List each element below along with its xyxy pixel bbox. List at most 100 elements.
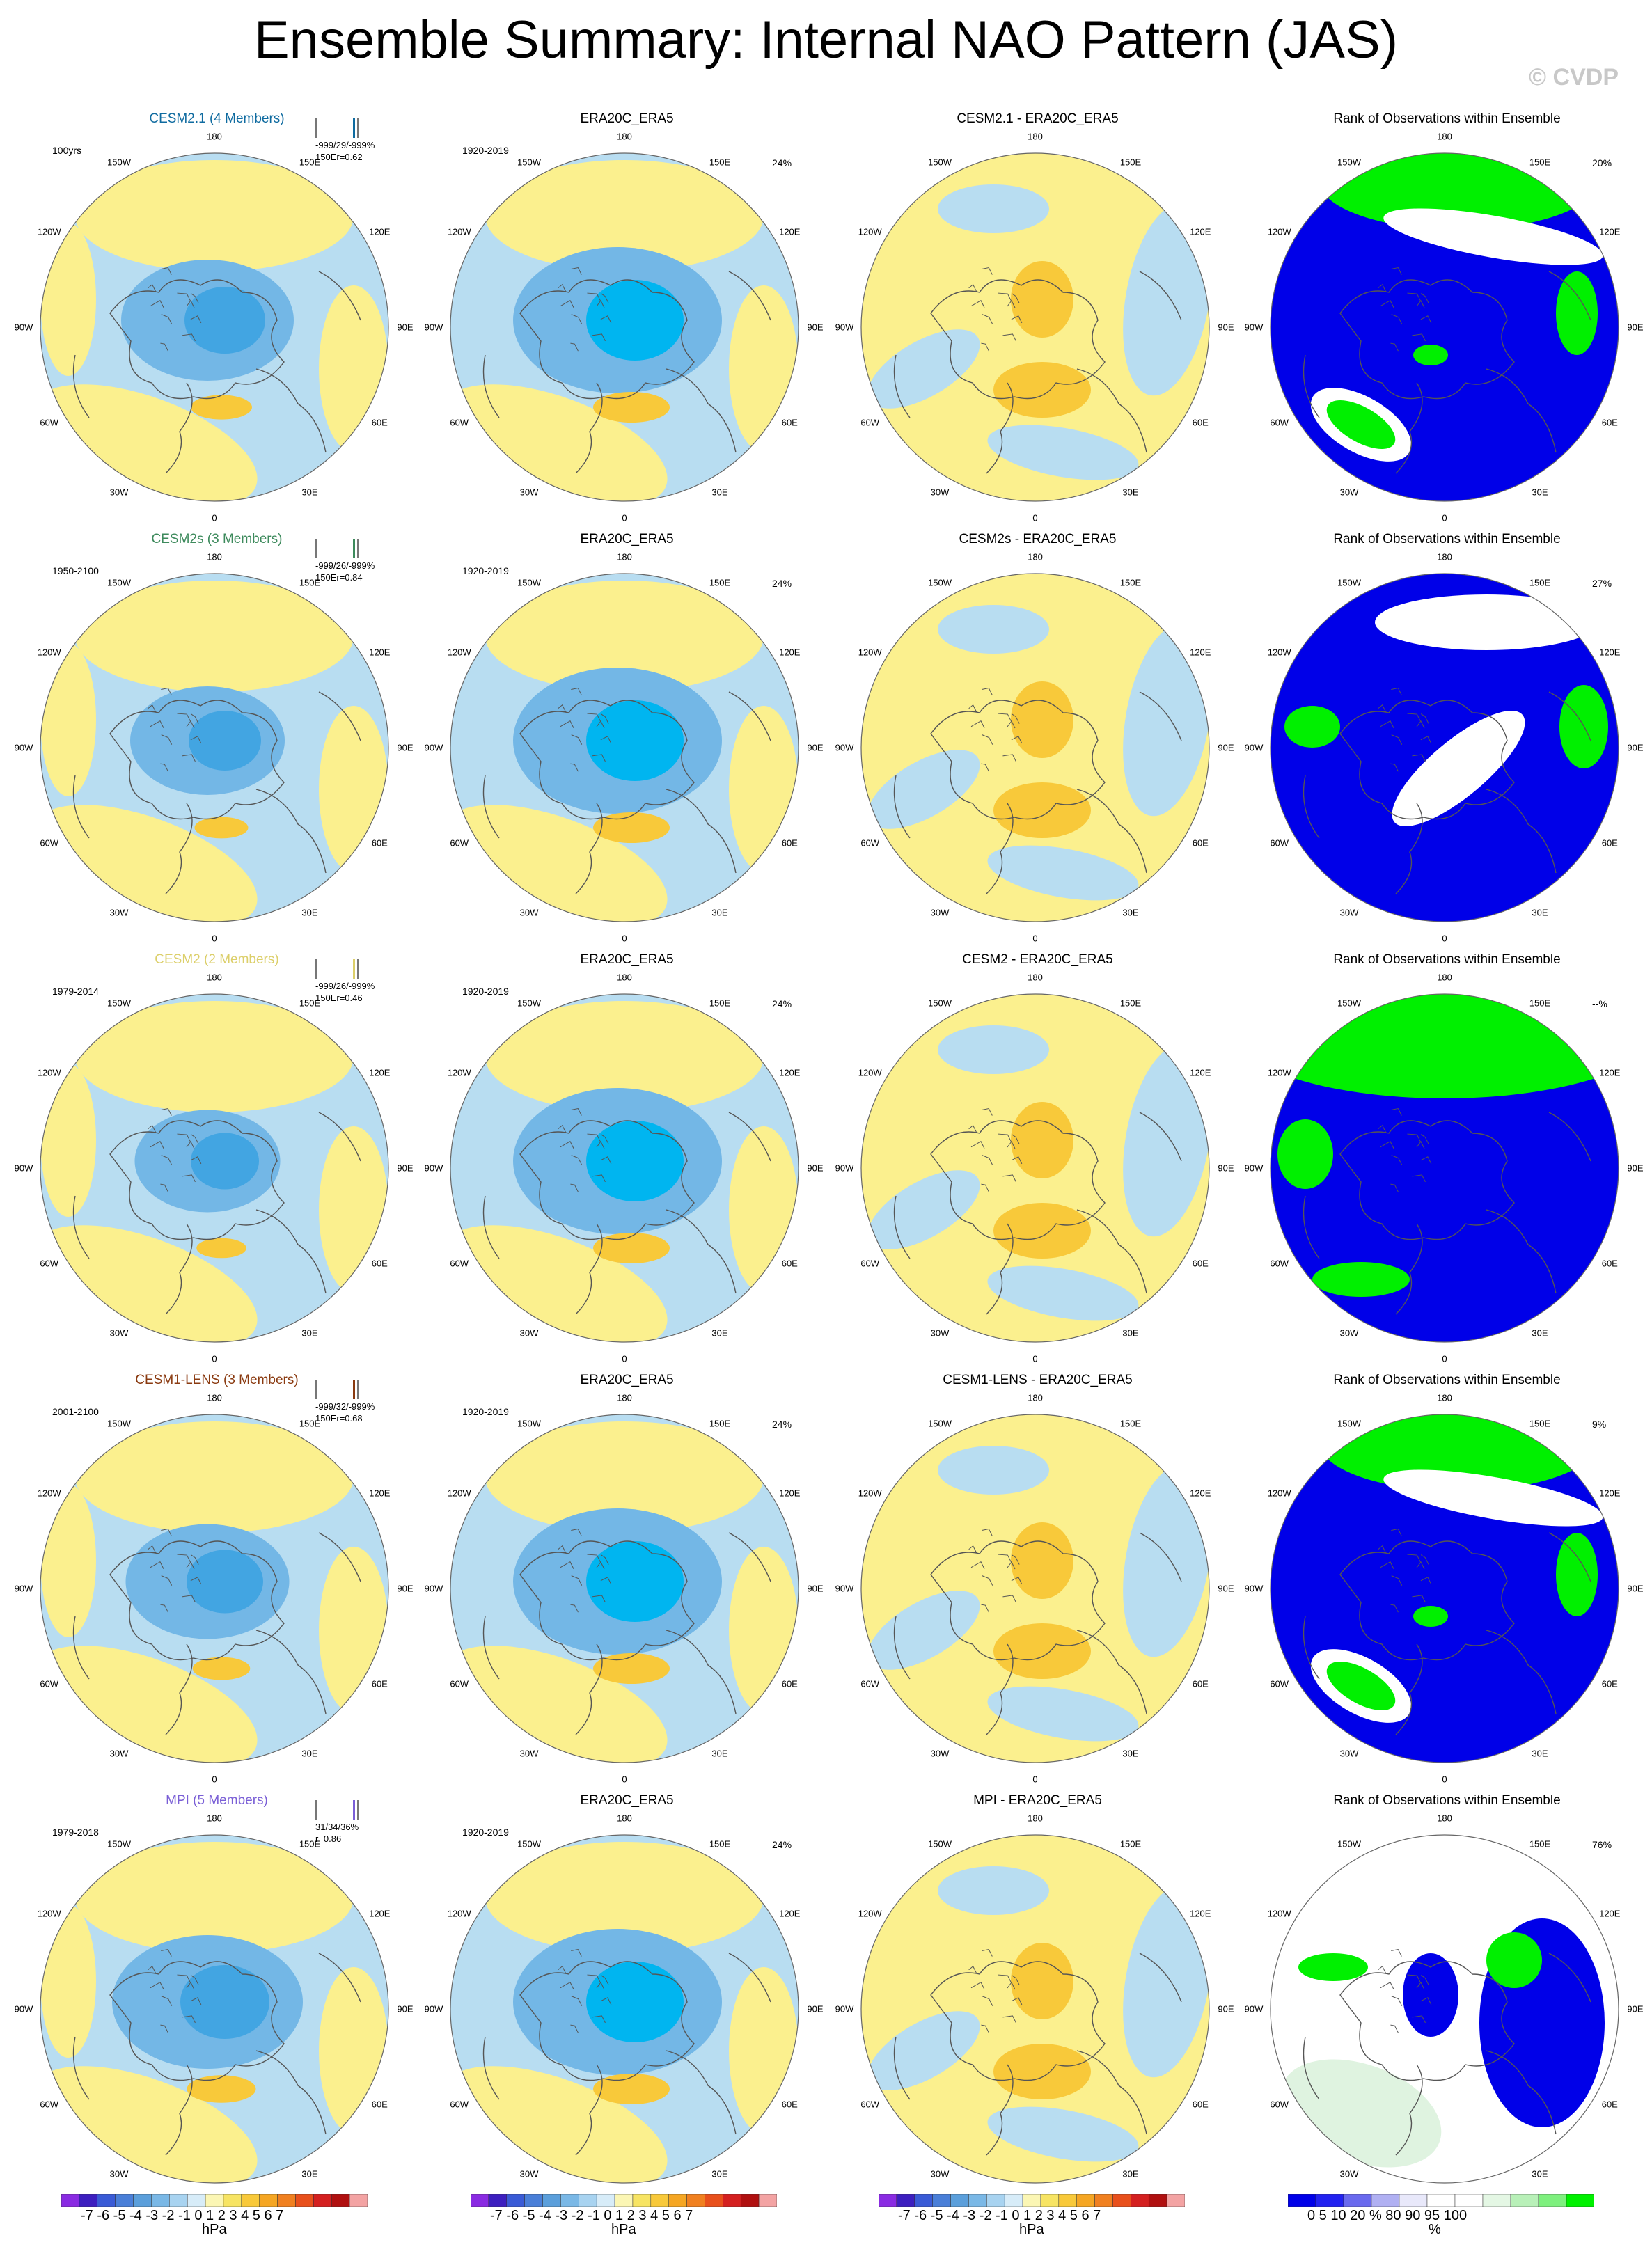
colorbar-swatch <box>1399 2193 1428 2207</box>
negative-anomaly-region <box>938 1446 1049 1495</box>
colorbar-swatch <box>169 2193 188 2207</box>
negative-anomaly-region <box>938 1866 1049 1915</box>
colorbar-swatch <box>241 2193 260 2207</box>
longitude-label: 30W <box>519 487 539 498</box>
island-outline <box>970 720 985 728</box>
longitude-label: 90W <box>835 742 854 753</box>
rank-region-high <box>1413 345 1448 365</box>
colorbar-swatch <box>1022 2193 1041 2207</box>
rank-region-high <box>1284 706 1340 748</box>
longitude-label: 30W <box>109 1748 129 1759</box>
observations-panel: ERA20C_ERA5 1920-2019 24% 180 150E 120E 90E 60E… <box>420 952 833 1370</box>
rank-percent: 9% <box>1592 1419 1607 1430</box>
island-outline <box>587 713 601 722</box>
ensemble-spread-tick <box>315 959 317 979</box>
difference-panel: MPI - ERA20C_ERA5180150E120E90E60E30E030… <box>831 1793 1244 2211</box>
island-outline <box>998 292 1012 301</box>
page-title: Ensemble Summary: Internal NAO Pattern (… <box>253 10 1399 70</box>
negative-anomaly-region <box>987 1265 1139 1321</box>
island-outline <box>1407 1974 1421 1983</box>
longitude-label: 120W <box>1267 1908 1291 1919</box>
rank-percent: 20% <box>1592 157 1612 168</box>
coastline <box>1303 691 1591 894</box>
longitude-label: 30W <box>930 487 950 498</box>
cvdp-watermark: © CVDP <box>1529 64 1619 90</box>
colorbar-swatch <box>686 2193 705 2207</box>
longitude-label: 120W <box>858 1908 882 1919</box>
longitude-label: 150E <box>1529 1418 1551 1429</box>
longitude-label: 0 <box>1032 512 1038 523</box>
longitude-label: 150E <box>1119 157 1142 168</box>
island-outline <box>570 342 579 352</box>
pattern-stats: -999/32/-999% 150Er=0.68 <box>315 1401 375 1424</box>
ensemble-spread-tick <box>357 539 359 558</box>
longitude-label: 120E <box>1599 1067 1621 1078</box>
island-outline <box>148 1124 157 1133</box>
positive-anomaly-center <box>993 362 1091 418</box>
island-outline <box>592 1595 606 1603</box>
observations-panel: ERA20C_ERA5 1920-2019 24% 180 150E 120E 90E 60E… <box>420 1793 833 2211</box>
island-outline <box>600 315 612 324</box>
island-outline <box>1407 1133 1421 1142</box>
island-outline <box>1380 720 1394 728</box>
longitude-label: 60E <box>1601 1258 1618 1269</box>
longitude-label: 90E <box>397 1162 414 1174</box>
negative-anomaly-region <box>1123 1884 1209 2078</box>
polar-map <box>860 573 1210 922</box>
positive-anomaly-region <box>40 2066 258 2183</box>
positive-anomaly-center <box>194 817 249 839</box>
coastline <box>1303 271 1591 474</box>
longitude-label: 120E <box>369 1908 391 1919</box>
rank-panel: Rank of Observations within Ensemble 27% 1… <box>1241 532 1652 949</box>
island-outline <box>1416 720 1425 729</box>
rank-region-mid <box>1375 594 1598 650</box>
longitude-label: 0 <box>1442 512 1447 523</box>
longitude-label: 150W <box>517 577 541 588</box>
longitude-label: 30W <box>519 2168 539 2179</box>
positive-anomaly-center <box>993 1203 1091 1259</box>
polar-map <box>450 993 799 1343</box>
colorbar-swatch <box>1040 2193 1060 2207</box>
panel-period: 1920-2019 <box>462 565 509 576</box>
colorbar_rank-colorbar-ticks: 0 5 10 20 % 80 90 95 100 <box>1307 2208 1468 2223</box>
island-outline <box>148 1965 157 1974</box>
panel-title: Rank of Observations within Ensemble <box>1333 1793 1561 1808</box>
rank-panel: Rank of Observations within Ensemble --% 1… <box>1241 952 1652 1370</box>
island-outline <box>571 734 583 745</box>
island-outline <box>982 1948 993 1957</box>
island-outline <box>587 1133 601 1142</box>
longitude-label: 30E <box>711 2168 728 2179</box>
longitude-label: 150E <box>299 157 321 168</box>
positive-anomaly-center <box>196 1238 246 1259</box>
longitude-label: 90W <box>835 1583 854 1594</box>
colorbar-swatch <box>1538 2193 1567 2207</box>
longitude-label: 120W <box>1267 647 1291 658</box>
longitude-label: 30E <box>1532 487 1548 498</box>
longitude-label: 60W <box>1270 2099 1289 2110</box>
colorbar-swatch <box>97 2193 116 2207</box>
positive-anomaly-region <box>75 160 354 271</box>
longitude-label: 90E <box>1627 1583 1644 1594</box>
ensemble-spread-tick <box>353 1800 355 1820</box>
island-outline <box>1002 333 1016 342</box>
negative-anomaly-region <box>938 1025 1049 1074</box>
longitude-label: 0 <box>1032 1353 1038 1364</box>
longitude-label: 30E <box>1122 1748 1139 1759</box>
polar-map <box>40 993 389 1343</box>
longitude-label: 30W <box>930 2168 950 2179</box>
island-outline <box>982 267 993 275</box>
longitude-label: 150W <box>928 998 952 1009</box>
stats-percentiles: -999/32/-999% <box>315 1401 375 1412</box>
positive-anomaly-region <box>40 1064 96 1217</box>
positive-anomaly-center <box>593 392 670 423</box>
positive-anomaly-region <box>485 581 764 692</box>
longitude-label: 180 <box>207 131 222 142</box>
island-outline <box>1002 1174 1016 1183</box>
longitude-label: 60W <box>860 1678 880 1689</box>
longitude-label: 90E <box>1627 322 1644 333</box>
longitude-label: 30W <box>519 1748 539 1759</box>
longitude-label: 90E <box>1627 1162 1644 1174</box>
longitude-label: 60E <box>781 1678 798 1689</box>
longitude-label: 90W <box>1244 742 1264 753</box>
longitude-label: 60W <box>860 1258 880 1269</box>
